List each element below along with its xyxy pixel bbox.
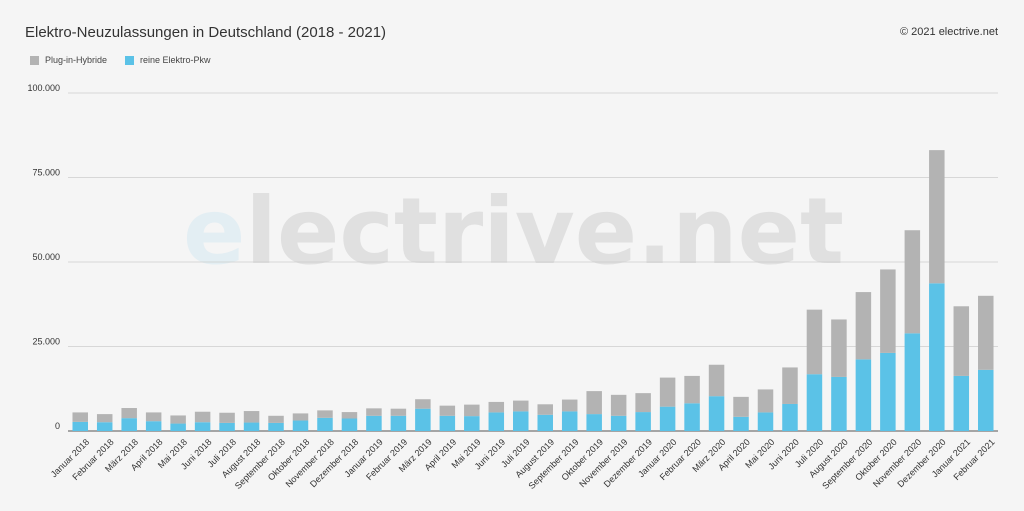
copyright-text: © 2021 electrive.net [900, 26, 998, 38]
bar-bev [806, 374, 823, 431]
bar-phev [145, 412, 162, 422]
bar-bev [782, 403, 798, 431]
y-tick-label: 50.000 [32, 252, 60, 262]
bar-bev [439, 415, 456, 431]
bar-bev [684, 403, 700, 431]
legend-item-phev[interactable]: Plug-in-Hybride [30, 55, 107, 65]
bar-phev [537, 404, 553, 415]
y-tick-label: 75.000 [32, 168, 60, 178]
bar-bev [390, 415, 407, 431]
bar-bev [610, 415, 627, 431]
bar-bev [121, 418, 137, 431]
bar-bev [415, 408, 431, 431]
bar-phev [268, 415, 284, 423]
bar-bev [464, 416, 480, 431]
legend-swatch-phev [30, 55, 39, 65]
bar-phev [415, 399, 431, 409]
bar-phev [317, 410, 333, 418]
bar-phev [341, 412, 358, 419]
bar-bev [170, 423, 186, 431]
bar-phev [733, 396, 749, 417]
bar-bev [561, 411, 578, 431]
bar-phev [806, 309, 823, 375]
bar-bev [537, 414, 553, 431]
bar-bev [953, 375, 970, 431]
y-tick-label: 0 [55, 421, 60, 431]
bar-phev [292, 413, 309, 421]
bar-bev [366, 415, 382, 431]
bar-bev [292, 420, 309, 431]
bar-phev [586, 391, 602, 415]
bar-bev [708, 396, 725, 431]
legend-label-bev: reine Elektro-Pkw [140, 55, 211, 65]
bar-phev [904, 230, 921, 334]
bar-bev [978, 369, 994, 431]
chart-legend: Plug-in-Hybride reine Elektro-Pkw [30, 55, 229, 65]
bar-phev [684, 375, 700, 404]
bar-bev [904, 333, 921, 431]
bar-bev [219, 422, 235, 431]
bar-phev [610, 394, 627, 416]
bar-bev [96, 422, 113, 431]
bar-phev [439, 405, 456, 416]
bar-phev [488, 401, 505, 413]
bar-bev [855, 359, 872, 431]
bar-phev [782, 367, 798, 404]
bar-bev [831, 376, 847, 431]
bar-phev [219, 412, 235, 423]
bar-bev [757, 412, 774, 431]
bar-phev [170, 415, 186, 424]
bar-bev [268, 422, 284, 431]
bar-phev [366, 408, 382, 416]
chart-title: Elektro-Neuzulassungen in Deutschland (2… [25, 24, 387, 41]
legend-label-phev: Plug-in-Hybride [45, 55, 108, 65]
bar-bev [635, 412, 651, 431]
bar-phev [659, 377, 676, 407]
bar-phev [978, 295, 994, 370]
bar-phev [72, 412, 88, 422]
bar-bev [929, 283, 945, 431]
bar-phev [121, 408, 137, 419]
bar-bev [145, 421, 162, 431]
bar-phev [708, 364, 725, 397]
bar-phev [390, 408, 407, 416]
bar-phev [96, 414, 113, 423]
bar-bev [880, 352, 896, 431]
y-tick-label: 25.000 [32, 337, 60, 347]
bar-bev [341, 418, 358, 431]
bar-bev [513, 411, 529, 431]
bar-bev [72, 421, 88, 431]
watermark-logo: electrive.net [183, 178, 844, 285]
bar-phev [953, 306, 970, 376]
bar-phev [855, 292, 872, 360]
legend-item-bev[interactable]: reine Elektro-Pkw [125, 55, 211, 65]
bar-bev [194, 422, 211, 431]
bar-bev [243, 422, 260, 431]
bar-bev [586, 414, 602, 431]
bar-phev [635, 393, 651, 413]
bar-phev [880, 269, 896, 353]
bar-bev [659, 406, 676, 431]
bar-bev [733, 416, 749, 431]
bar-phev [831, 319, 847, 377]
bar-phev [194, 411, 211, 423]
legend-swatch-bev [125, 55, 135, 65]
bar-phev [561, 399, 578, 412]
bar-phev [757, 389, 774, 413]
bar-bev [488, 412, 505, 431]
bar-phev [513, 400, 529, 412]
bar-phev [464, 404, 480, 417]
bar-bev [317, 417, 333, 431]
y-tick-label: 100.000 [27, 83, 60, 93]
bar-phev [243, 411, 260, 423]
bar-phev [929, 150, 945, 284]
